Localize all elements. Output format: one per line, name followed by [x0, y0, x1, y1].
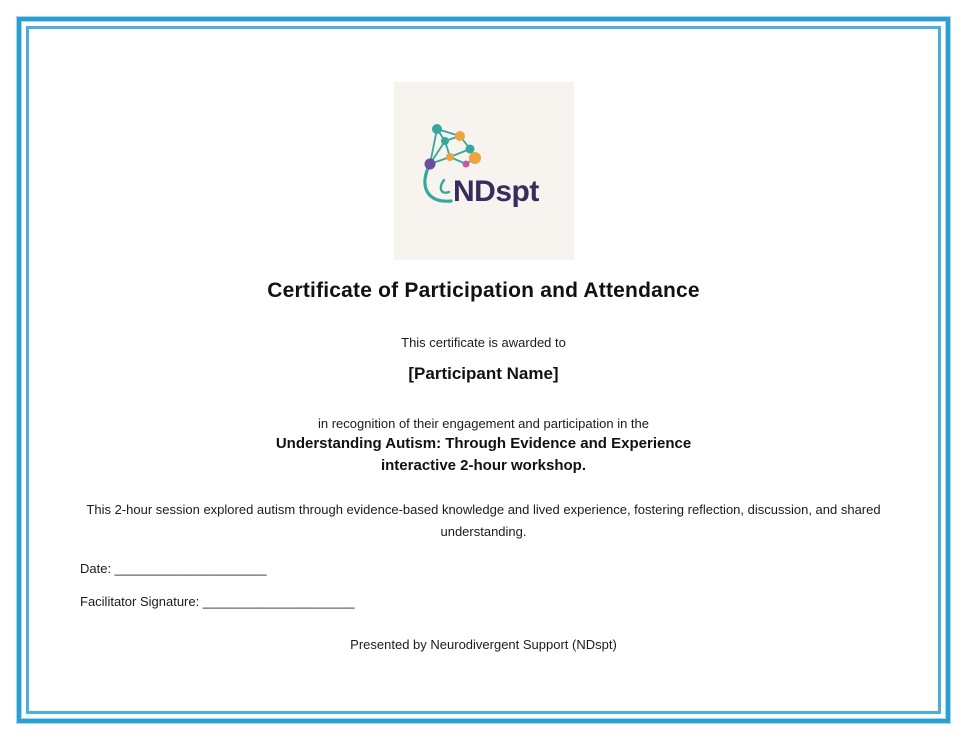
- certificate-title: Certificate of Participation and Attenda…: [267, 279, 700, 302]
- logo-swoosh: [422, 166, 453, 203]
- awarded-line: This certificate is awarded to: [401, 335, 566, 350]
- facilitator-signature-field: Facilitator Signature: _________________…: [80, 594, 355, 609]
- brain-network-logo-icon: NDspt: [393, 82, 574, 260]
- logo-wordmark: NDspt: [453, 175, 539, 208]
- logo-network-nodes: [424, 124, 481, 170]
- border-frame-inner-light: NDspt Certificate of Participation and A…: [21, 21, 946, 719]
- ndspt-logo: NDspt: [393, 82, 574, 260]
- border-frame-outer: NDspt Certificate of Participation and A…: [16, 16, 951, 724]
- workshop-title-block: Understanding Autism: Through Evidence a…: [29, 433, 938, 477]
- border-frame-inner-line: NDspt Certificate of Participation and A…: [26, 26, 941, 714]
- session-description: This 2-hour session explored autism thro…: [86, 502, 881, 539]
- participant-name: [Participant Name]: [408, 364, 559, 383]
- recognition-line: in recognition of their engagement and p…: [318, 416, 649, 431]
- date-field: Date: _____________________: [80, 561, 267, 576]
- border-frame-gap: NDspt Certificate of Participation and A…: [22, 22, 945, 718]
- certificate-content: NDspt Certificate of Participation and A…: [29, 29, 938, 711]
- workshop-title: Understanding Autism: Through Evidence a…: [275, 435, 692, 452]
- presented-by-line: Presented by Neurodivergent Support (NDs…: [350, 637, 617, 652]
- workshop-subtitle: interactive 2-hour workshop.: [380, 457, 587, 474]
- border-frame-dark: NDspt Certificate of Participation and A…: [17, 17, 950, 723]
